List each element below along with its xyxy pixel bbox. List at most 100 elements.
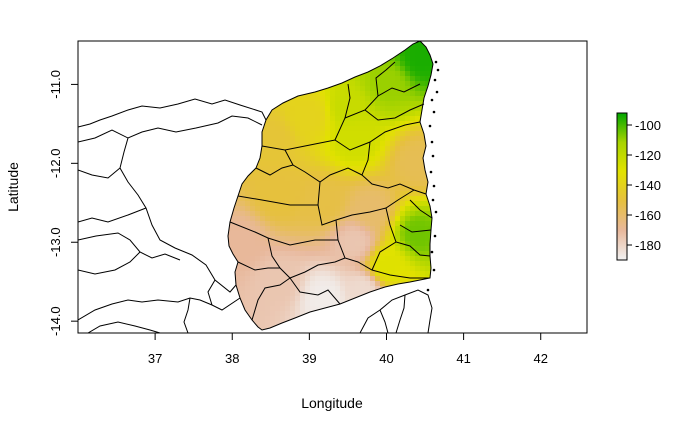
heat-cell xyxy=(375,261,381,267)
heat-cell xyxy=(400,41,406,47)
heat-cell xyxy=(285,121,291,127)
heat-cell xyxy=(250,206,256,212)
heat-cell xyxy=(315,131,321,137)
heat-cell xyxy=(435,156,441,162)
heat-cell xyxy=(350,51,356,57)
heat-cell xyxy=(280,91,286,97)
heat-cell xyxy=(280,306,286,312)
heat-cell xyxy=(270,86,276,92)
heat-cell xyxy=(350,331,356,337)
heat-cell xyxy=(420,176,426,182)
heat-cell xyxy=(290,66,296,72)
heat-cell xyxy=(245,131,251,137)
heat-cell xyxy=(330,51,336,57)
heat-cell xyxy=(405,176,411,182)
heat-cell xyxy=(390,261,396,267)
heat-cell xyxy=(320,221,326,227)
heat-cell xyxy=(260,241,266,247)
heat-cell xyxy=(295,166,301,172)
heat-cell xyxy=(295,296,301,302)
heat-cell xyxy=(380,121,386,127)
heat-cell xyxy=(335,246,341,252)
heat-cell xyxy=(320,56,326,62)
heat-cell xyxy=(310,211,316,217)
heat-cell xyxy=(430,331,436,337)
heat-cell xyxy=(365,86,371,92)
heat-cell xyxy=(280,116,286,122)
heat-cell xyxy=(425,51,431,57)
heat-cell xyxy=(435,186,441,192)
heat-cell xyxy=(265,311,271,317)
heat-cell xyxy=(375,221,381,227)
heat-cell xyxy=(245,246,251,252)
heat-cell xyxy=(355,286,361,292)
heat-cell xyxy=(340,61,346,67)
heat-cell xyxy=(355,316,361,322)
heat-cell xyxy=(380,231,386,237)
heat-cell xyxy=(340,316,346,322)
heat-cell xyxy=(315,41,321,47)
heat-cell xyxy=(275,111,281,117)
heat-cell xyxy=(320,286,326,292)
heat-cell xyxy=(425,136,431,142)
heat-cell xyxy=(270,316,276,322)
heat-cell xyxy=(250,96,256,102)
heat-cell xyxy=(385,246,391,252)
heat-cell xyxy=(320,266,326,272)
heat-cell xyxy=(415,301,421,307)
heat-cell xyxy=(240,326,246,330)
heat-cell xyxy=(395,266,401,272)
heat-cell xyxy=(410,331,416,337)
heat-cell xyxy=(275,321,281,327)
heat-cell xyxy=(290,291,296,297)
heat-cell xyxy=(228,261,231,267)
heat-cell xyxy=(360,56,366,62)
heat-cell xyxy=(385,176,391,182)
heat-cell xyxy=(405,186,411,192)
heat-cell xyxy=(285,51,291,57)
heat-cell xyxy=(325,211,331,217)
heat-cell xyxy=(360,46,366,52)
heat-cell xyxy=(415,276,421,282)
heat-cell xyxy=(235,46,241,52)
heat-cell xyxy=(235,321,241,327)
heat-cell xyxy=(270,311,276,317)
heat-cell xyxy=(415,46,421,52)
heat-cell xyxy=(385,261,391,267)
heat-cell xyxy=(250,251,256,257)
heat-cell xyxy=(400,171,406,177)
heat-cell xyxy=(420,226,426,232)
heat-cell xyxy=(230,191,236,197)
heat-cell xyxy=(240,266,246,272)
heat-cell xyxy=(245,76,251,82)
heat-cell xyxy=(345,306,351,312)
heat-cell xyxy=(335,116,341,122)
heat-cell xyxy=(405,326,411,330)
y-axis: -11.0-12.0-13.0-14.0 xyxy=(48,70,78,336)
heat-cell xyxy=(430,191,433,197)
heat-cell xyxy=(340,271,346,277)
heat-cell xyxy=(260,176,266,182)
heat-cell xyxy=(300,256,306,262)
heat-cell xyxy=(280,296,286,302)
plot-frame xyxy=(77,40,588,334)
heat-cell xyxy=(380,161,386,167)
heat-cell xyxy=(340,236,346,242)
heat-cell xyxy=(310,101,316,107)
heat-cell xyxy=(255,141,261,147)
heat-cell xyxy=(245,121,251,127)
heat-cell xyxy=(315,216,321,222)
heat-cell xyxy=(315,121,321,127)
heat-cell xyxy=(260,246,266,252)
heat-cell xyxy=(255,126,261,132)
heat-cell xyxy=(400,286,406,292)
heat-cell xyxy=(265,71,271,77)
heat-cell xyxy=(420,46,426,52)
heat-cell xyxy=(425,221,431,227)
heat-cell xyxy=(310,216,316,222)
heat-cell xyxy=(390,76,396,82)
heat-cell xyxy=(228,61,231,67)
heat-cell xyxy=(275,226,281,232)
heat-cell xyxy=(280,106,286,112)
heat-cell xyxy=(260,186,266,192)
